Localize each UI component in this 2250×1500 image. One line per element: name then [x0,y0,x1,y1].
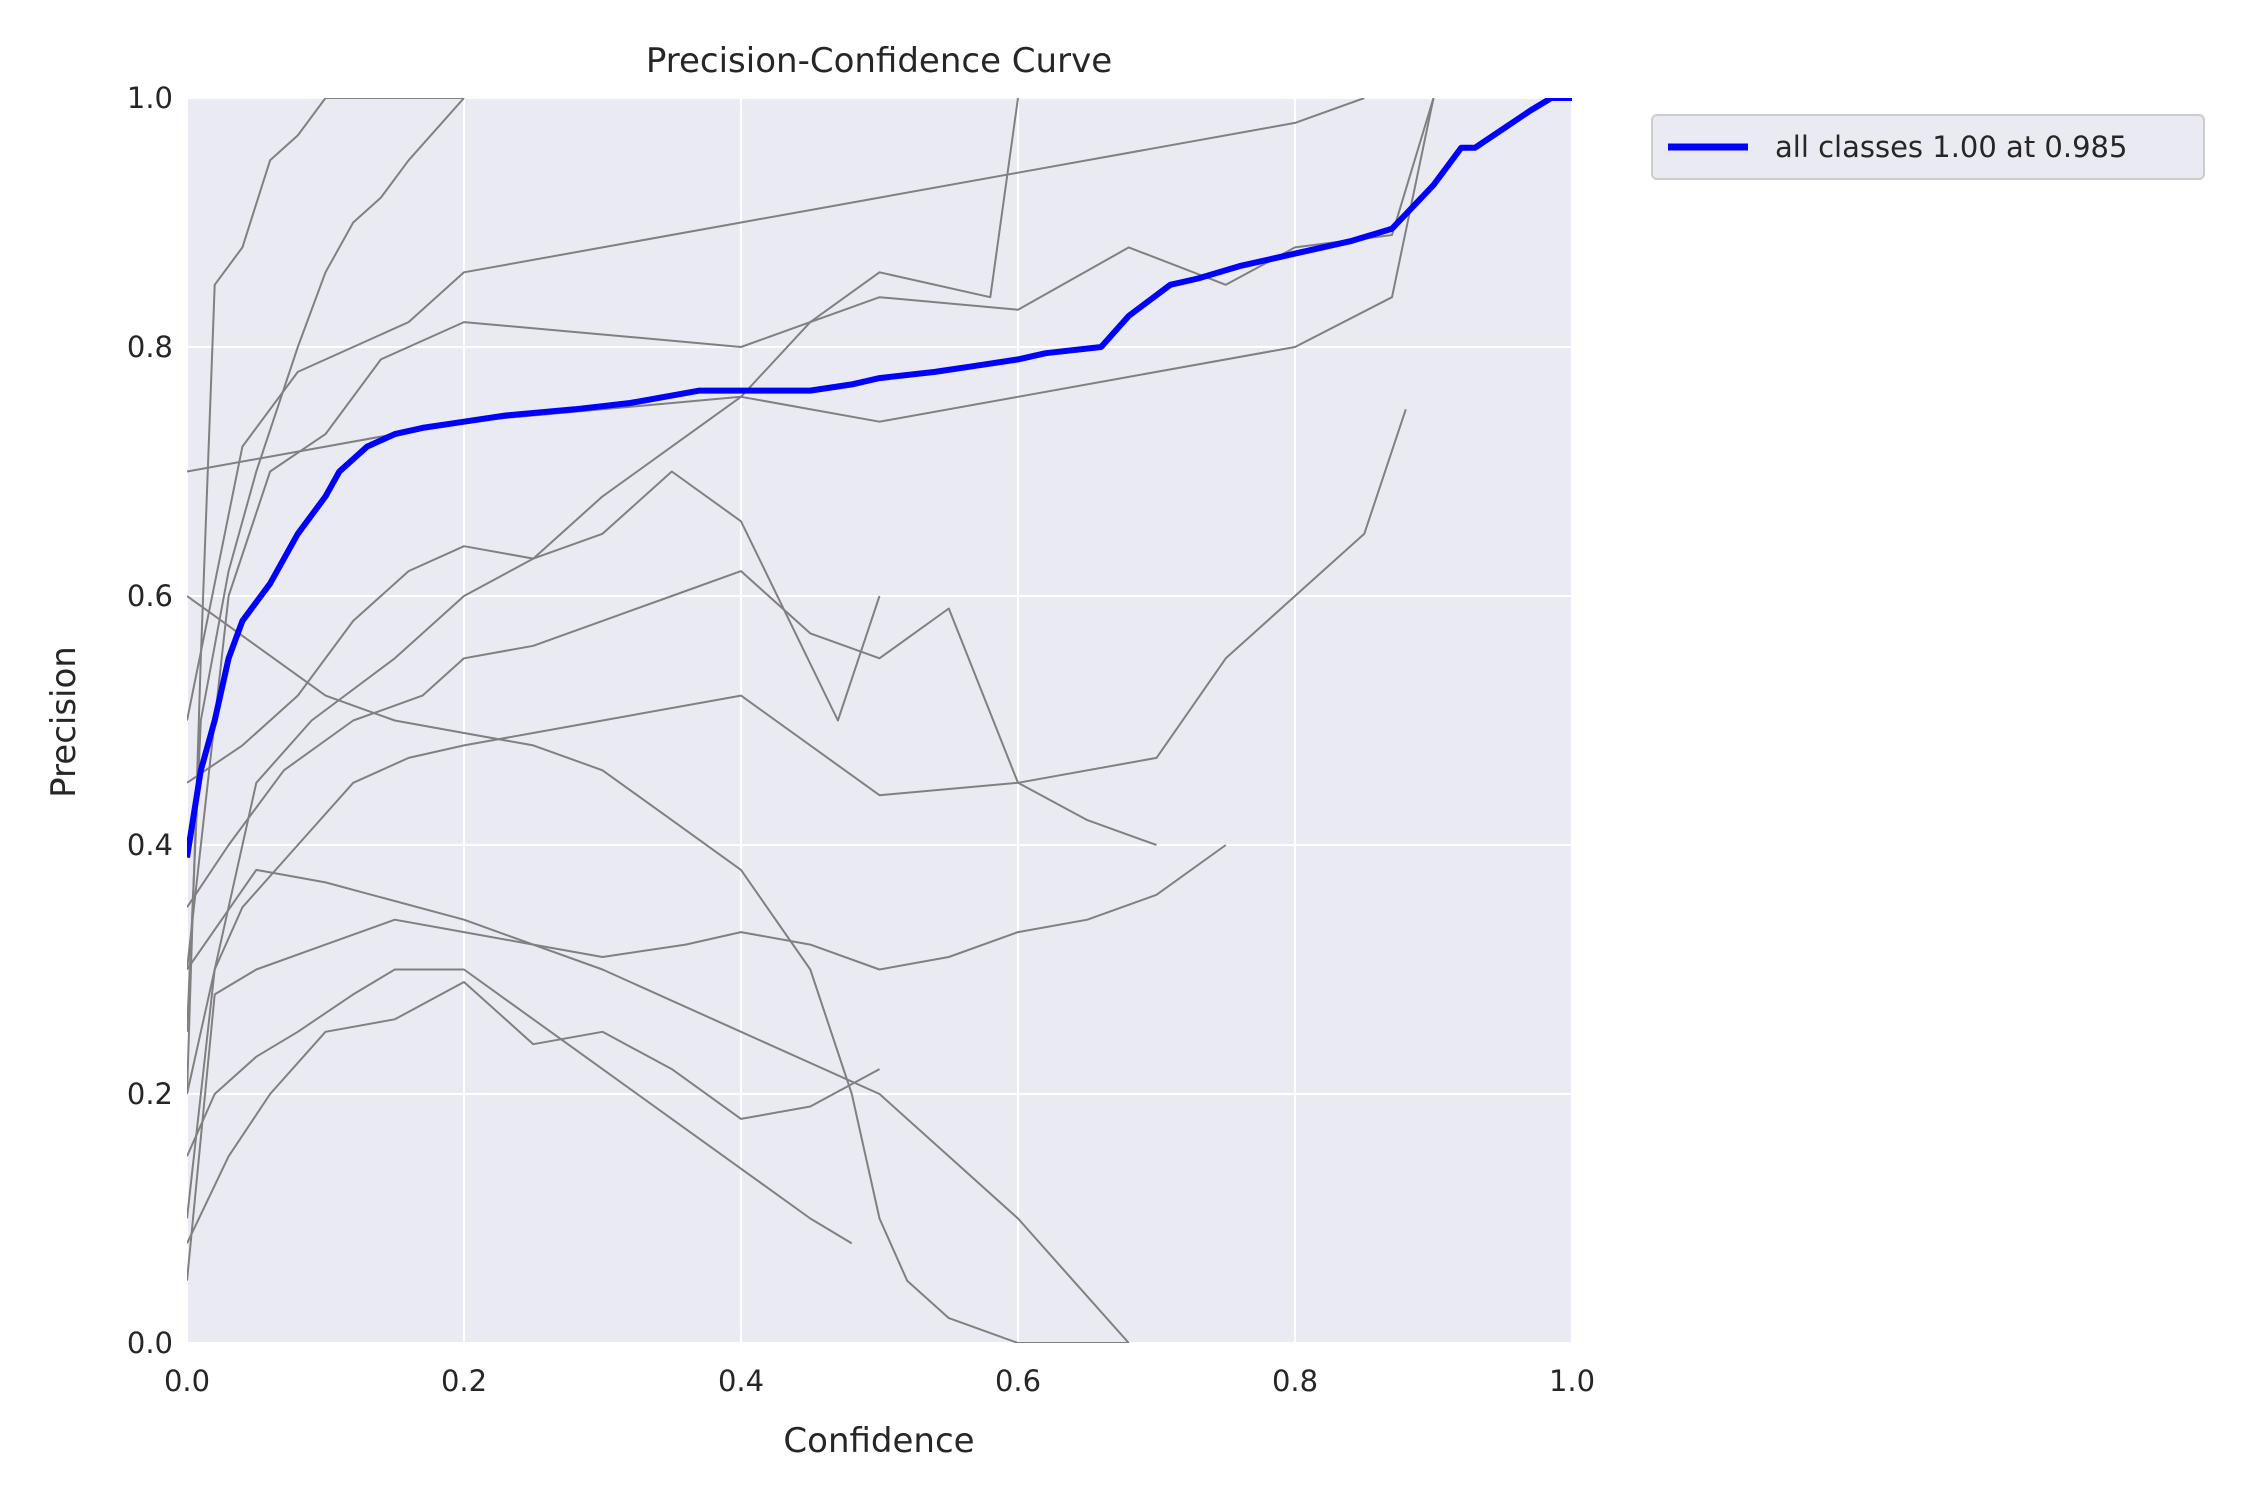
legend-box [1651,114,2205,180]
all-classes-curve-layer [187,98,1572,858]
y-tick-label: 0.2 [127,1077,173,1111]
legend: all classes 1.00 at 0.985 [1651,114,2205,180]
x-axis-label: Confidence [783,1421,974,1461]
class-curve [187,868,1130,1343]
class-curve [187,98,1019,1219]
class-curve [187,98,1365,721]
class-curve [187,408,1407,1095]
class-curve [187,844,1227,1281]
x-tick-label: 0.8 [1272,1364,1318,1398]
y-tick-label: 0.6 [127,579,173,613]
class-curve [187,98,464,1095]
x-tick-label: 0.6 [995,1364,1041,1398]
tick-labels: 0.0 0.2 0.4 0.6 0.8 1.0 0.0 0.2 0.4 0.6 0.8 1.0 [127,81,1595,1398]
y-axis-label: Precision [44,646,84,798]
legend-label-all-classes: all classes 1.00 at 0.985 [1775,130,2127,164]
x-tick-label: 0.2 [441,1364,487,1398]
class-curve [187,98,465,1032]
x-tick-label: 1.0 [1549,1364,1595,1398]
all-classes-curve [187,98,1572,858]
class-curve [187,570,1157,908]
plot-background [187,98,1572,1343]
y-tick-label: 1.0 [127,81,173,115]
class-curve [187,981,880,1244]
y-tick-label: 0.4 [127,828,173,862]
class-curve [187,470,881,784]
chart-title: Precision-Confidence Curve [646,41,1112,81]
x-tick-label: 0.4 [718,1364,764,1398]
y-tick-label: 0.8 [127,330,173,364]
class-curve [187,595,1129,1343]
class-curves [187,98,1435,1343]
x-tick-label: 0.0 [164,1364,210,1398]
y-tick-label: 0.0 [127,1326,173,1360]
class-curve [187,968,853,1245]
